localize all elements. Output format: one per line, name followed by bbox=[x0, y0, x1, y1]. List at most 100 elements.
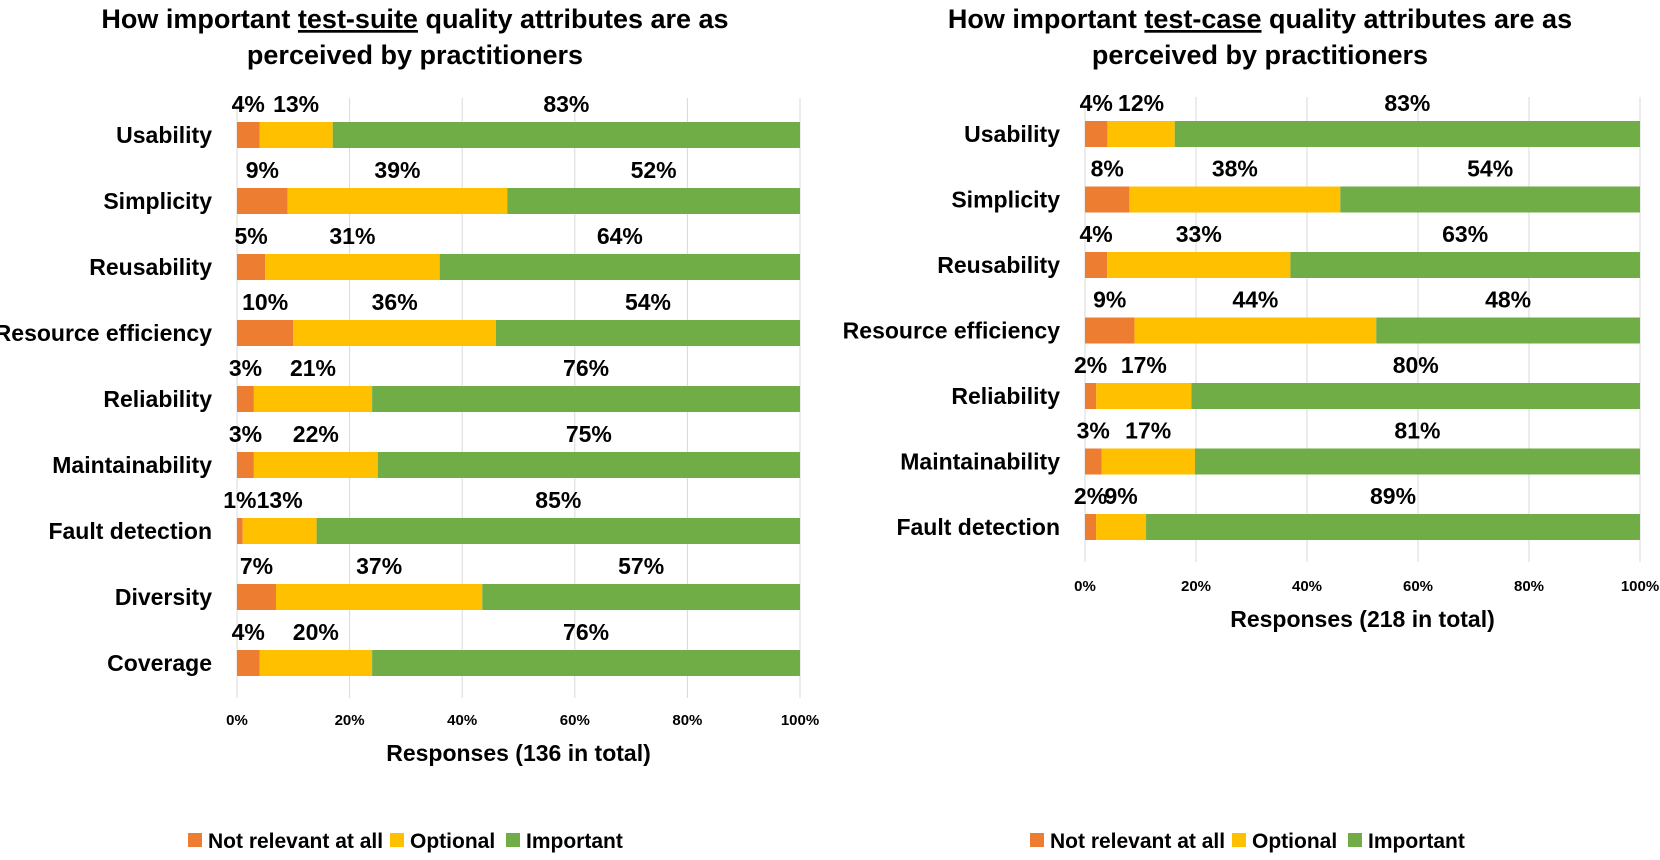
data-label: 54% bbox=[1467, 156, 1513, 182]
bar-segment-important bbox=[495, 320, 800, 346]
category-label: Coverage bbox=[107, 650, 212, 676]
bar-segment-not-relevant bbox=[237, 188, 288, 214]
chart-title-line1: How important test-case quality attribut… bbox=[948, 4, 1572, 34]
data-label: 13% bbox=[273, 91, 319, 117]
bar-segment-optional bbox=[1101, 448, 1195, 475]
bar-segment-optional bbox=[1107, 252, 1291, 278]
bar-segment-optional bbox=[259, 650, 373, 676]
data-label: 38% bbox=[1212, 156, 1258, 182]
bar-segment-not-relevant bbox=[1085, 317, 1135, 344]
x-tick-label: 20% bbox=[335, 712, 365, 729]
data-label: 33% bbox=[1176, 221, 1222, 247]
category-label: Reliability bbox=[103, 386, 212, 412]
bar-segment-important bbox=[332, 122, 800, 148]
data-label: 85% bbox=[535, 487, 581, 513]
data-label: 10% bbox=[242, 289, 288, 315]
data-label: 4% bbox=[232, 91, 265, 117]
data-label: 76% bbox=[563, 355, 609, 381]
category-label: Simplicity bbox=[103, 188, 212, 214]
bar-segment-not-relevant bbox=[1085, 186, 1130, 213]
legend-swatch-important bbox=[1348, 833, 1362, 847]
bar-segment-not-relevant bbox=[1085, 514, 1097, 540]
data-label: 80% bbox=[1393, 352, 1439, 378]
x-tick-label: 100% bbox=[1621, 578, 1659, 595]
bar-segment-optional bbox=[1129, 186, 1341, 213]
bar-segment-important bbox=[372, 650, 800, 676]
data-label: 3% bbox=[229, 355, 262, 381]
data-label: 63% bbox=[1442, 221, 1488, 247]
data-label: 9% bbox=[1104, 483, 1137, 509]
chart-title-part: quality attributes are as bbox=[1261, 4, 1572, 34]
data-label: 3% bbox=[229, 421, 262, 447]
data-label: 83% bbox=[1384, 90, 1430, 116]
category-label: Fault detection bbox=[48, 518, 212, 544]
data-label: 20% bbox=[293, 619, 339, 645]
chart-title-part: quality attributes are as bbox=[418, 4, 729, 34]
data-label: 5% bbox=[234, 223, 267, 249]
data-label: 17% bbox=[1121, 352, 1167, 378]
bar-segment-optional bbox=[265, 254, 440, 280]
data-label: 17% bbox=[1125, 418, 1171, 444]
legend-label: Optional bbox=[1252, 830, 1337, 853]
data-label: 31% bbox=[329, 223, 375, 249]
bar-segment-not-relevant bbox=[237, 386, 254, 412]
bar-segment-not-relevant bbox=[237, 518, 243, 544]
legend-swatch-not-relevant bbox=[1030, 833, 1044, 847]
legend: Not relevant at all Optional Important bbox=[188, 830, 623, 853]
x-tick-label: 60% bbox=[560, 712, 590, 729]
data-label: 39% bbox=[374, 157, 420, 183]
data-label: 54% bbox=[625, 289, 671, 315]
bar-segment-not-relevant bbox=[1085, 448, 1102, 475]
category-label: Usability bbox=[964, 121, 1060, 147]
data-label: 37% bbox=[356, 553, 402, 579]
category-label: Maintainability bbox=[52, 452, 212, 478]
category-label: Reliability bbox=[951, 383, 1060, 409]
x-tick-label: 60% bbox=[1403, 578, 1433, 595]
bar-segment-not-relevant bbox=[237, 650, 260, 676]
x-tick-label: 0% bbox=[1074, 578, 1096, 595]
legend: Not relevant at all Optional Important bbox=[1030, 830, 1465, 853]
bar-segment-not-relevant bbox=[237, 122, 260, 148]
bar-segment-optional bbox=[1096, 383, 1192, 409]
legend-label: Not relevant at all bbox=[1050, 830, 1225, 853]
legend-label: Not relevant at all bbox=[208, 830, 383, 853]
chart-title-part: How important bbox=[948, 4, 1145, 34]
category-label: Reusability bbox=[937, 252, 1060, 278]
data-label: 64% bbox=[597, 223, 643, 249]
bar-segment-important bbox=[1340, 186, 1640, 213]
x-tick-label: 20% bbox=[1181, 578, 1211, 595]
data-label: 4% bbox=[1079, 221, 1112, 247]
data-label: 52% bbox=[631, 157, 677, 183]
bar-segment-optional bbox=[1107, 121, 1175, 147]
bar-segment-important bbox=[1174, 121, 1640, 147]
data-label: 83% bbox=[543, 91, 589, 117]
bar-segment-not-relevant bbox=[237, 584, 277, 610]
bar-segment-optional bbox=[253, 386, 373, 412]
bar-segment-important bbox=[377, 452, 800, 478]
data-label: 48% bbox=[1485, 287, 1531, 313]
legend-label: Important bbox=[526, 830, 623, 853]
category-label: Diversity bbox=[115, 584, 212, 610]
category-label: Resource efficiency bbox=[0, 320, 212, 346]
bar-segment-optional bbox=[287, 188, 508, 214]
bar-segment-optional bbox=[259, 122, 333, 148]
data-label: 4% bbox=[1080, 90, 1113, 116]
category-label: Usability bbox=[116, 122, 212, 148]
category-label: Maintainability bbox=[900, 449, 1060, 475]
data-label: 9% bbox=[246, 157, 279, 183]
bar-segment-important bbox=[1194, 448, 1640, 475]
data-label: 13% bbox=[257, 487, 303, 513]
data-label: 21% bbox=[290, 355, 336, 381]
legend-swatch-optional bbox=[390, 833, 404, 847]
category-label: Fault detection bbox=[896, 514, 1060, 540]
bar-segment-important bbox=[482, 584, 800, 610]
x-tick-label: 0% bbox=[226, 712, 248, 729]
bar-segment-optional bbox=[253, 452, 378, 478]
data-label: 89% bbox=[1370, 483, 1416, 509]
bar-segment-important bbox=[316, 518, 800, 544]
category-label: Simplicity bbox=[951, 187, 1060, 213]
bar-segment-optional bbox=[293, 320, 496, 346]
data-label: 44% bbox=[1232, 287, 1278, 313]
bar-segment-not-relevant bbox=[1085, 252, 1108, 278]
